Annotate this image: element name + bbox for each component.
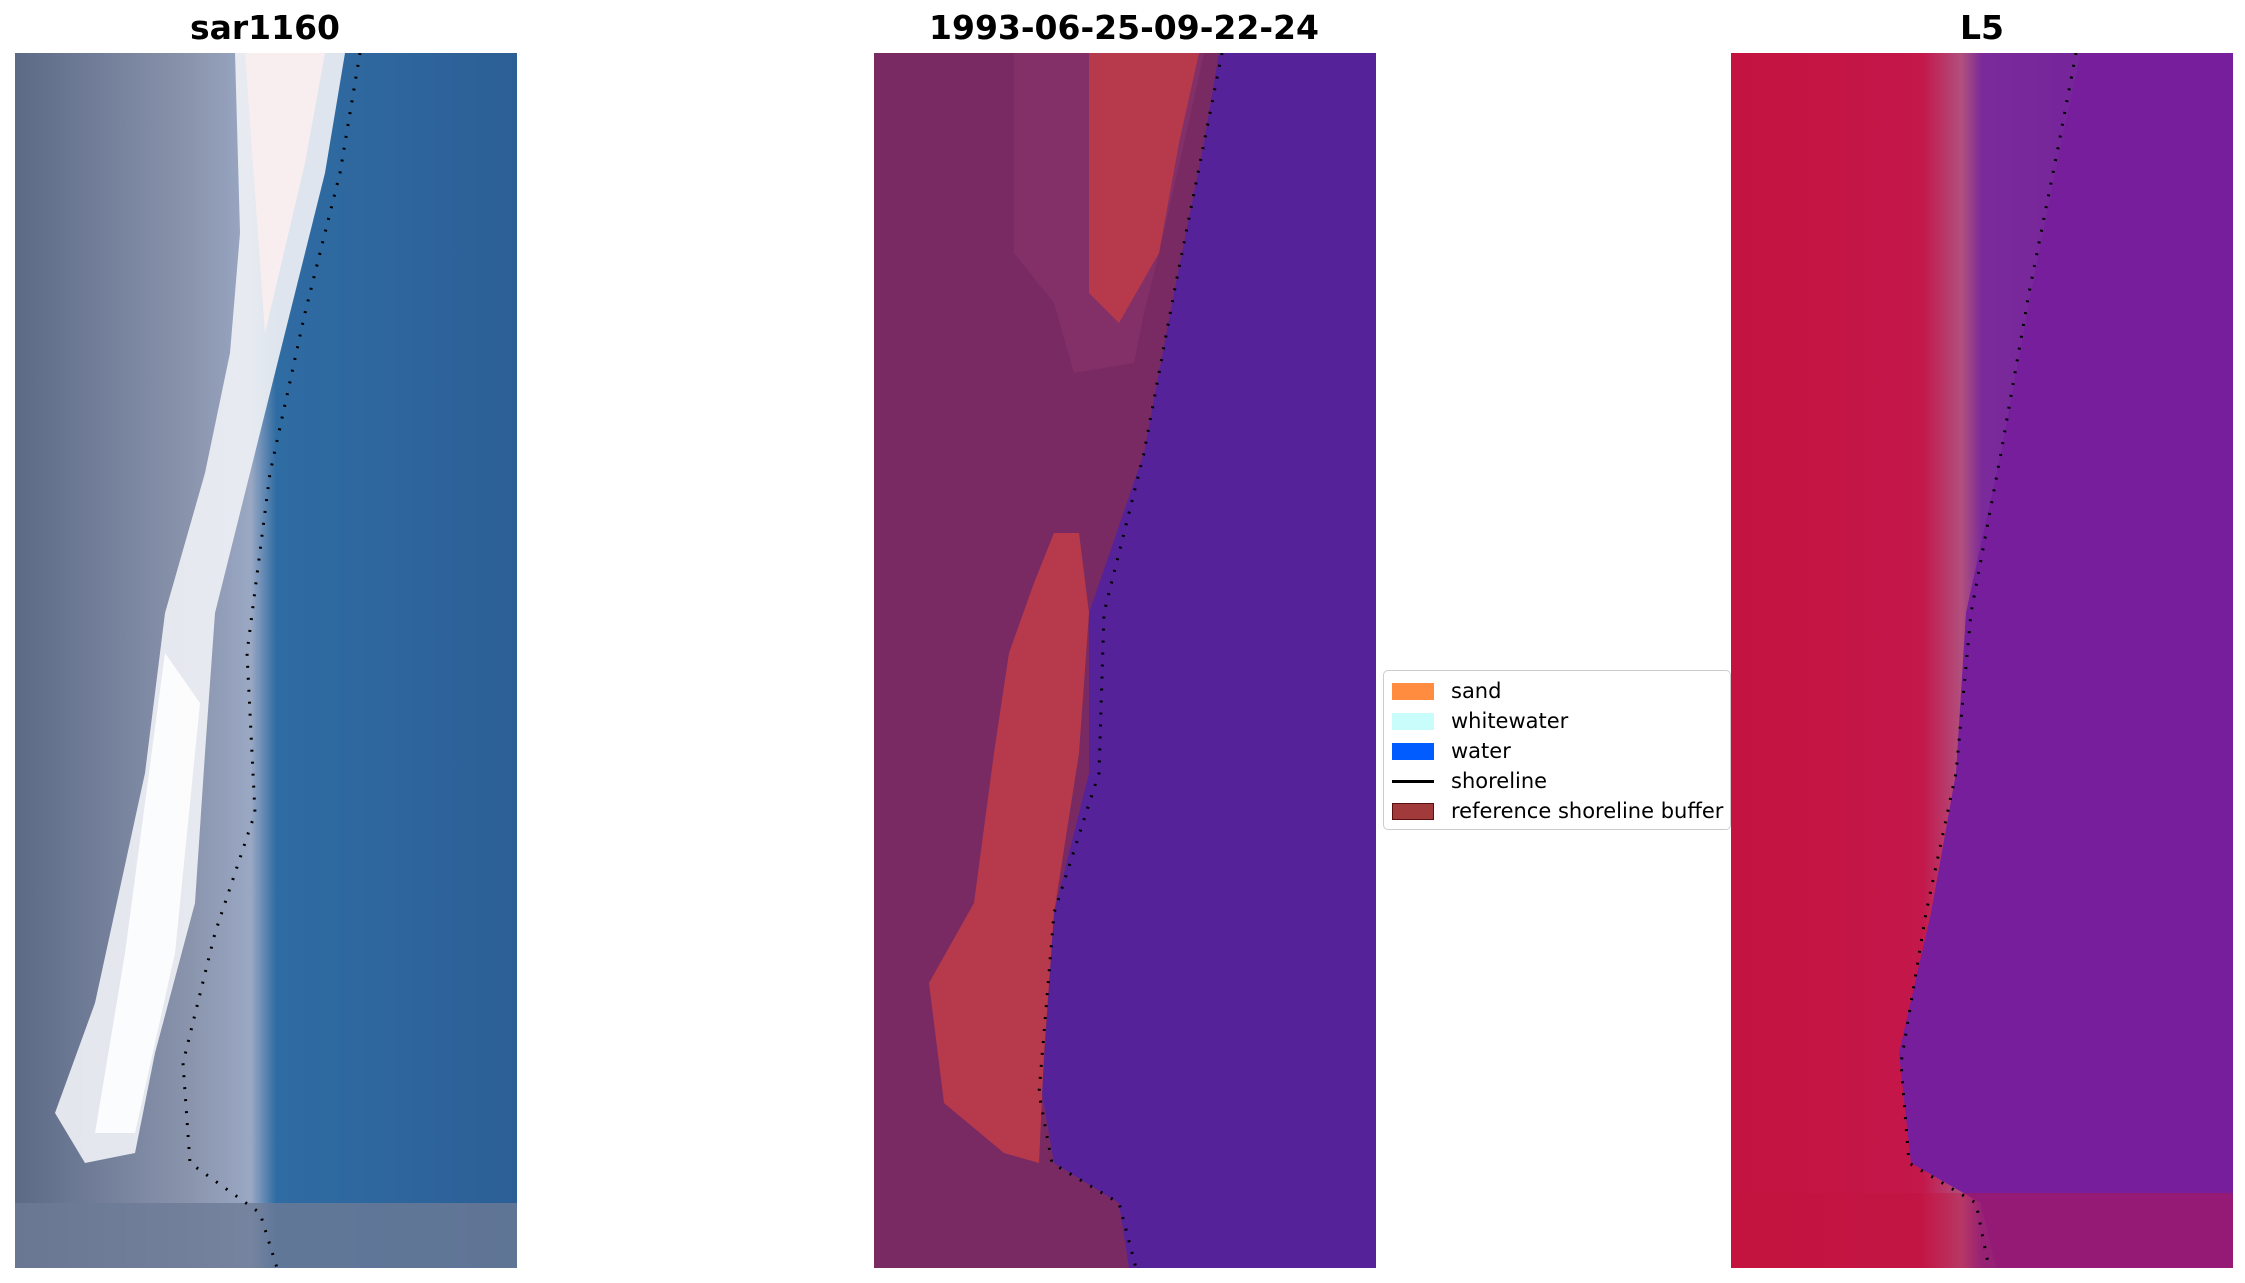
- shoreline-dotted: [181, 53, 362, 1268]
- panel-title-date: 1993-06-25-09-22-24: [929, 8, 1319, 47]
- legend-item-reference-buffer: reference shoreline buffer: [1392, 798, 1723, 824]
- shoreline-line-swatch: [1392, 779, 1434, 783]
- classification-image: [874, 53, 1376, 1268]
- index-image: [1731, 53, 2233, 1268]
- shoreline-dotted: [1899, 53, 2078, 1268]
- legend-label: sand: [1451, 679, 1502, 703]
- legend: sand whitewater water shoreline referenc…: [1383, 670, 1731, 830]
- water-region: [1899, 53, 2233, 1268]
- legend-item-shoreline: shoreline: [1392, 768, 1547, 794]
- water-swatch: [1392, 742, 1434, 760]
- legend-item-water: water: [1392, 738, 1511, 764]
- legend-label: shoreline: [1451, 769, 1548, 793]
- rgb-satellite-image: [15, 53, 517, 1268]
- legend-label: water: [1451, 739, 1511, 763]
- whitewater-swatch: [1392, 712, 1434, 730]
- legend-label: whitewater: [1451, 709, 1569, 733]
- buffer-region-bottom: [929, 533, 1089, 1163]
- panel-title-rgb: sar1160: [189, 8, 341, 47]
- panel-title-satellite: L5: [1960, 8, 2004, 47]
- legend-item-sand: sand: [1392, 678, 1501, 704]
- buffer-swatch: [1392, 802, 1434, 820]
- sand-swatch: [1392, 682, 1434, 700]
- legend-item-whitewater: whitewater: [1392, 708, 1568, 734]
- legend-label: reference shoreline buffer: [1451, 799, 1724, 823]
- buffer-region-top: [1089, 53, 1199, 323]
- shoreline-dotted: [1037, 53, 1224, 1268]
- sand-region: [55, 53, 345, 1163]
